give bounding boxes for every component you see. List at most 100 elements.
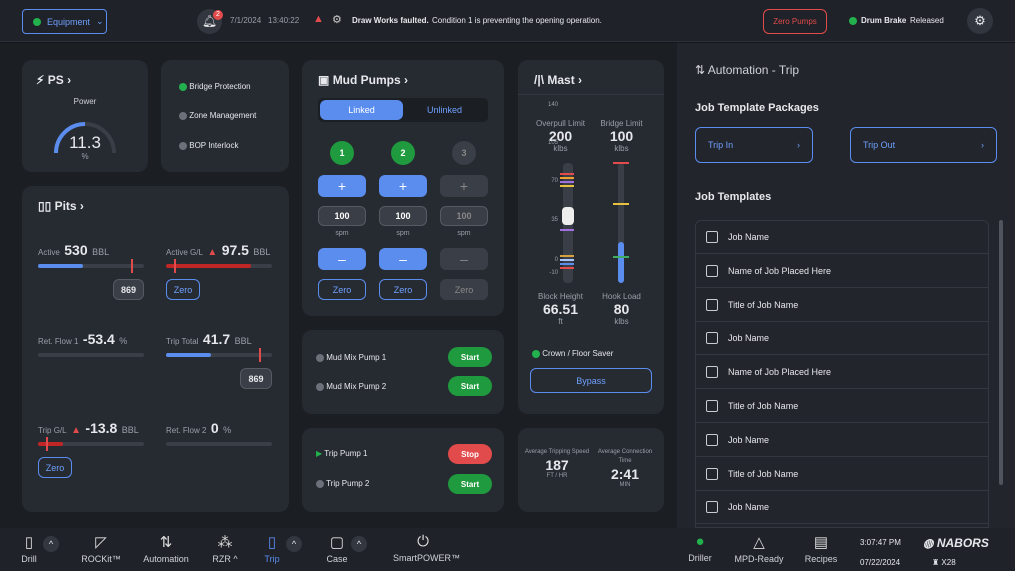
nav-label: SmartPOWER™	[393, 553, 461, 563]
checkbox[interactable]	[706, 366, 718, 379]
template-row[interactable]: Job Name	[696, 491, 988, 525]
trip-total-label: Trip Total	[166, 337, 199, 346]
pump-1-decrease-button[interactable]: –	[318, 248, 366, 270]
template-row[interactable]: Job Name	[696, 221, 988, 254]
pits-title[interactable]: ▯▯ Pits ›	[38, 199, 84, 213]
mud-mix-1-start-button[interactable]: Start	[448, 347, 492, 367]
rig-id: ♜ X28	[932, 558, 956, 567]
active-gl-zero-button[interactable]: Zero	[166, 279, 200, 300]
checkbox[interactable]	[706, 298, 718, 311]
unlinked-tab[interactable]: Unlinked	[426, 105, 463, 115]
nav-0[interactable]: ▯ Drill	[0, 528, 59, 564]
settings-gear-icon[interactable]: ⚙	[967, 8, 993, 34]
interlock-label: Zone Management	[189, 111, 257, 120]
nav-1[interactable]: ◸ ROCKit™	[71, 528, 131, 564]
interlock-zone-management[interactable]: Zone Management	[179, 111, 256, 120]
package-trip-in[interactable]: Trip In ›	[695, 127, 813, 163]
nav-right-2[interactable]: ▤ Recipes	[791, 528, 851, 564]
notifications-button[interactable]: 🔔︎ 2	[197, 9, 223, 34]
mud-mix-pump-2: Mud Mix Pump 2	[316, 382, 386, 391]
nav-right-0[interactable]: ● Driller	[670, 528, 730, 563]
mud-pumps-title[interactable]: ▣ Mud Pumps ›	[318, 73, 409, 87]
mast-icon: /|\	[534, 73, 545, 87]
alert-title: Draw Works faulted.	[352, 16, 429, 25]
linked-tab[interactable]: Linked	[320, 100, 403, 120]
pump-3-zero-button[interactable]: Zero	[440, 279, 488, 300]
ret-flow2-bar	[166, 442, 272, 446]
pump-1-zero-button[interactable]: Zero	[318, 279, 366, 300]
nabors-icon: ◍	[923, 536, 934, 550]
templates-scrollbar[interactable]	[999, 220, 1003, 485]
mast-title[interactable]: /|\ Mast ›	[534, 73, 583, 87]
template-row[interactable]: Title of Job Name	[696, 458, 988, 491]
template-row[interactable]: Job Name	[696, 322, 988, 356]
ps-title-text: PS	[47, 73, 64, 87]
template-row[interactable]: Title of Job Name	[696, 289, 988, 322]
pump-3-increase-button[interactable]: +	[440, 175, 488, 197]
pump-1-spm-value[interactable]: 100	[318, 206, 366, 226]
nav-6[interactable]: ⏻ SmartPOWER™	[393, 528, 461, 563]
top-bar: Equipment ⌄ 🔔︎ 2 7/1/2024 13:40:22 ▲ ⚙ Dra…	[0, 0, 1015, 42]
checkbox[interactable]	[706, 231, 718, 243]
status-dot	[316, 479, 324, 488]
pump-3-decrease-button[interactable]: –	[440, 248, 488, 270]
active-setpoint[interactable]: 869	[113, 279, 144, 300]
interlock-bop[interactable]: BOP Interlock	[179, 141, 238, 150]
clock-date: 07/22/2024	[860, 558, 901, 567]
chevron-up-icon[interactable]: ^	[286, 536, 302, 552]
checkbox[interactable]	[706, 264, 718, 277]
pump-1-increase-button[interactable]: +	[318, 175, 366, 197]
trip-pump-2: Trip Pump 2	[316, 479, 369, 488]
pump-1-indicator: 1	[330, 141, 354, 165]
checkbox[interactable]	[706, 501, 718, 514]
bypass-button[interactable]: Bypass	[530, 368, 652, 393]
pump-2-increase-button[interactable]: +	[379, 175, 427, 197]
trip-pump-2-start-button[interactable]: Start	[448, 474, 492, 494]
interlock-bridge-protection[interactable]: Bridge Protection	[179, 82, 251, 91]
chevron-up-icon[interactable]: ^	[43, 536, 59, 552]
template-name: Name of Job Placed Here	[728, 367, 832, 378]
pump-2-zero-button[interactable]: Zero	[379, 279, 427, 300]
equipment-dropdown[interactable]: Equipment ⌄	[22, 9, 107, 34]
interlocks-card: Bridge Protection Zone Management BOP In…	[161, 60, 289, 172]
trip-pump-1-stop-button[interactable]: Stop	[448, 444, 492, 464]
nav-2[interactable]: ⇅ Automation	[136, 528, 196, 564]
template-row[interactable]: Name of Job Placed Here	[696, 255, 988, 288]
pump-2-spm-value[interactable]: 100	[379, 206, 427, 226]
checkbox[interactable]	[706, 400, 718, 412]
repeat-icon: ⇅	[695, 63, 706, 77]
warning-icon: ▲	[313, 13, 324, 25]
trip-total-setpoint[interactable]: 869	[240, 368, 272, 389]
nav-5[interactable]: ▢ Case	[307, 528, 367, 564]
packages-title: Job Template Packages	[695, 102, 819, 114]
template-row[interactable]: Name of Job Placed Here	[696, 356, 988, 390]
pump-3-spm-value[interactable]: 100	[440, 206, 488, 226]
nav-3[interactable]: ⁂ RZR ^	[195, 528, 255, 564]
trip-gl-zero-button[interactable]: Zero	[38, 457, 72, 478]
active-value: 530	[64, 242, 88, 258]
zero-pumps-button[interactable]: Zero Pumps	[763, 9, 827, 34]
template-row[interactable]: Title of Job Name	[696, 390, 988, 423]
template-name: Title of Job Name	[728, 299, 799, 310]
checkbox[interactable]	[706, 332, 718, 345]
package-label: Trip In	[708, 140, 734, 150]
interlock-label: Bridge Protection	[189, 82, 251, 91]
nav-label: Trip	[264, 554, 280, 564]
active-bar	[38, 259, 144, 273]
nav-4[interactable]: ▯ Trip	[242, 528, 302, 564]
checkbox[interactable]	[706, 467, 718, 480]
package-trip-out[interactable]: Trip Out ›	[850, 127, 997, 163]
status-dot	[179, 141, 187, 150]
mud-mix-2-start-button[interactable]: Start	[448, 376, 492, 396]
checkbox[interactable]	[706, 433, 718, 446]
ps-title[interactable]: ⚡︎ PS ›	[36, 73, 72, 87]
block-position-handle[interactable]	[562, 207, 574, 225]
nabors-logo: ◍ NABORS	[923, 536, 989, 550]
pump-2-decrease-button[interactable]: –	[379, 248, 427, 270]
chevron-up-icon[interactable]: ^	[351, 536, 367, 552]
template-row[interactable]: Job Name	[696, 424, 988, 457]
interlock-label: BOP Interlock	[189, 141, 239, 150]
nav-label: Driller	[688, 553, 712, 563]
ps-card[interactable]: ⚡︎ PS › Power 11.3 %	[22, 60, 148, 172]
nav-right-1[interactable]: △ MPD-Ready	[729, 528, 789, 564]
